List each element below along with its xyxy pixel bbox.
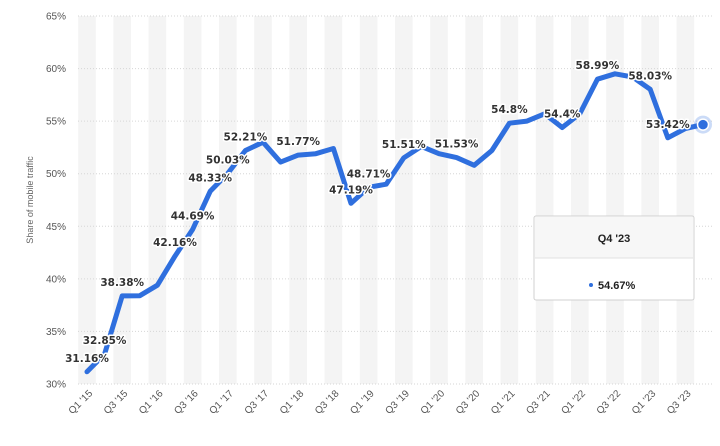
data-label: 51.53% <box>435 139 479 151</box>
data-label: 54.4% <box>544 108 581 120</box>
x-tick-label: Q3 '15 <box>102 388 131 417</box>
x-tick-label: Q1 '22 <box>560 388 589 417</box>
x-tick-label: Q3 '16 <box>172 388 201 417</box>
column-band <box>254 16 272 384</box>
data-label: 54.8% <box>491 104 528 116</box>
data-label: 52.21% <box>224 131 268 143</box>
x-tick-label: Q3 '23 <box>665 388 694 417</box>
x-tick-label: Q1 '17 <box>208 388 237 417</box>
x-tick-label: Q1 '20 <box>419 388 448 417</box>
y-axis-label: Share of mobile traffic <box>25 156 35 244</box>
x-tick-label: Q1 '19 <box>348 388 377 417</box>
data-labels: 31.16% 32.85% 38.38% 42.16% 44.69% 48.33% 50.0… <box>64 59 692 367</box>
column-band <box>500 16 519 384</box>
data-label: 48.71% <box>347 168 391 180</box>
y-tick-label: 55% <box>46 117 66 128</box>
column-band <box>359 16 378 384</box>
x-axis: Q1 '15 Q3 '15 Q1 '16 Q3 '16 Q1 '17 Q3 '17 Q1 '… <box>67 388 694 417</box>
x-tick-label: Q1 '23 <box>630 388 659 417</box>
data-label: 51.51% <box>382 139 426 151</box>
x-tick-label: Q3 '17 <box>243 388 272 417</box>
column-band <box>78 16 96 384</box>
data-label: 47.19% <box>329 184 373 196</box>
y-axis: 30% 35% 40% 45% 50% 55% 60% 65% <box>46 12 66 391</box>
column-band <box>113 16 131 384</box>
column-band <box>465 16 483 384</box>
x-tick-label: Q3 '21 <box>524 388 553 417</box>
tooltip-bullet <box>589 283 593 287</box>
y-tick-label: 60% <box>46 64 66 75</box>
tooltip-header <box>535 217 693 258</box>
x-tick-label: Q3 '18 <box>313 388 342 417</box>
column-band <box>289 16 307 384</box>
x-tick-label: Q3 '19 <box>384 388 413 417</box>
hover-marker[interactable] <box>694 115 712 134</box>
y-tick-label: 65% <box>46 12 66 23</box>
data-point[interactable] <box>696 118 710 131</box>
data-label: 58.99% <box>576 60 620 72</box>
x-tick-label: Q1 '21 <box>489 388 518 417</box>
x-tick-label: Q3 '22 <box>595 388 624 417</box>
column-band <box>183 16 202 384</box>
x-tick-label: Q1 '15 <box>67 388 96 417</box>
y-tick-label: 50% <box>46 169 66 180</box>
tooltip-title: Q4 '23 <box>598 233 631 245</box>
y-tick-label: 30% <box>46 380 66 391</box>
data-label: 53.42% <box>646 119 690 131</box>
data-label: 51.77% <box>276 136 320 148</box>
y-tick-label: 35% <box>46 327 66 338</box>
column-band <box>676 16 695 384</box>
x-tick-label: Q1 '16 <box>137 388 166 417</box>
x-tick-label: Q3 '20 <box>454 388 483 417</box>
data-label: 42.16% <box>153 237 197 249</box>
column-band <box>535 16 554 384</box>
x-tick-label: Q1 '18 <box>278 388 307 417</box>
column-band <box>148 16 167 384</box>
column-band <box>430 16 448 384</box>
data-label: 31.16% <box>65 353 109 365</box>
column-band <box>324 16 343 384</box>
data-label: 44.69% <box>171 211 215 223</box>
data-label: 32.85% <box>83 335 127 347</box>
tooltip: Q4 '23 54.67% <box>533 215 695 301</box>
tooltip-value: 54.67% <box>598 280 636 292</box>
column-band <box>395 16 413 384</box>
y-tick-label: 45% <box>46 222 66 233</box>
y-tick-label: 40% <box>46 274 66 285</box>
column-band <box>219 16 237 384</box>
data-label: 38.38% <box>100 277 144 289</box>
series-line <box>84 71 706 375</box>
data-label: 48.33% <box>188 172 232 184</box>
data-label: 58.03% <box>628 70 672 82</box>
data-label: 50.03% <box>206 154 250 166</box>
